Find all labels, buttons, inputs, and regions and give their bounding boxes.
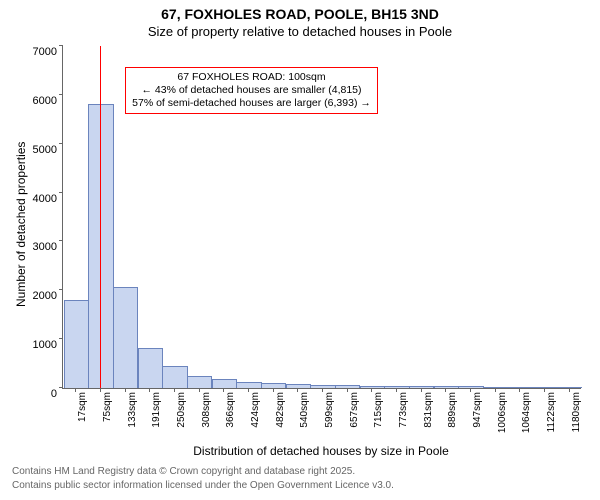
histogram-bar [212,379,237,388]
histogram-bar [64,300,89,388]
x-tick-label: 75sqm [100,392,113,422]
x-tick-mark [75,388,76,392]
y-tick-label: 4000 [33,193,63,205]
x-tick-mark [396,388,397,392]
y-tick-mark [59,289,63,290]
y-tick-mark [59,143,63,144]
x-tick-mark [569,388,570,392]
x-tick-label: 17sqm [75,392,88,422]
y-tick-mark [59,240,63,241]
annotation-line-1: 67 FOXHOLES ROAD: 100sqm [132,71,371,84]
x-tick-mark [223,388,224,392]
x-tick-label: 889sqm [445,392,458,428]
x-tick-mark [544,388,545,392]
y-tick-mark [59,192,63,193]
x-tick-label: 1122sqm [544,392,557,432]
x-tick-label: 540sqm [297,392,310,428]
x-tick-label: 1006sqm [495,392,508,433]
x-tick-label: 773sqm [396,392,409,428]
x-axis-label: Distribution of detached houses by size … [62,444,580,458]
x-tick-mark [199,388,200,392]
x-tick-mark [297,388,298,392]
plot-area: 67 FOXHOLES ROAD: 100sqm ← 43% of detach… [62,46,581,389]
x-tick-label: 250sqm [174,392,187,428]
x-tick-mark [100,388,101,392]
x-tick-mark [495,388,496,392]
y-tick-label: 0 [51,388,63,400]
x-tick-label: 1064sqm [519,392,532,433]
x-tick-mark [371,388,372,392]
y-tick-label: 1000 [33,339,63,351]
footer-line-1: Contains HM Land Registry data © Crown c… [12,466,355,477]
histogram-bar [187,376,212,388]
x-tick-mark [421,388,422,392]
x-tick-mark [174,388,175,392]
y-tick-label: 5000 [33,144,63,156]
histogram-bar [162,366,187,388]
y-axis-label: Number of detached properties [14,142,28,307]
x-tick-label: 715sqm [371,392,384,428]
y-tick-label: 3000 [33,241,63,253]
y-tick-mark [59,45,63,46]
x-tick-label: 366sqm [223,392,236,428]
x-tick-mark [125,388,126,392]
x-tick-mark [322,388,323,392]
y-tick-label: 6000 [33,95,63,107]
annotation-line-3: 57% of semi-detached houses are larger (… [132,97,371,110]
y-tick-mark [59,94,63,95]
x-tick-label: 482sqm [273,392,286,428]
x-tick-label: 599sqm [322,392,335,428]
x-tick-label: 1180sqm [569,392,582,432]
x-tick-mark [347,388,348,392]
x-tick-label: 424sqm [248,392,261,428]
y-tick-mark [59,338,63,339]
chart-title: 67, FOXHOLES ROAD, POOLE, BH15 3ND [0,0,600,22]
x-tick-mark [445,388,446,392]
x-tick-label: 831sqm [421,392,434,428]
x-tick-label: 947sqm [470,392,483,428]
x-tick-mark [519,388,520,392]
x-tick-mark [248,388,249,392]
x-tick-mark [470,388,471,392]
y-tick-mark [59,387,63,388]
x-tick-label: 191sqm [149,392,162,428]
annotation-box: 67 FOXHOLES ROAD: 100sqm ← 43% of detach… [125,67,378,114]
x-tick-label: 133sqm [125,392,138,428]
x-tick-label: 308sqm [199,392,212,428]
y-tick-label: 7000 [33,46,63,58]
x-tick-mark [273,388,274,392]
histogram-bar [113,287,138,388]
property-marker-line [100,46,101,388]
annotation-line-2: ← 43% of detached houses are smaller (4,… [132,84,371,97]
y-tick-label: 2000 [33,290,63,302]
chart-subtitle: Size of property relative to detached ho… [0,22,600,39]
chart-container: 67, FOXHOLES ROAD, POOLE, BH15 3ND Size … [0,0,600,500]
x-tick-label: 657sqm [347,392,360,428]
histogram-bar [138,348,163,388]
x-tick-mark [149,388,150,392]
footer-line-2: Contains public sector information licen… [12,480,394,491]
